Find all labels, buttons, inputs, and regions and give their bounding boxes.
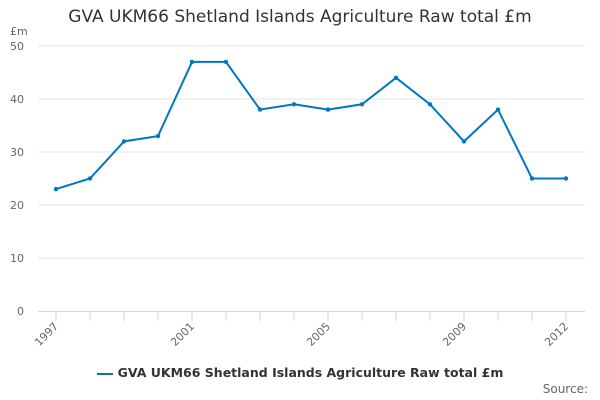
y-tick-label: 0 — [17, 305, 24, 318]
legend[interactable]: GVA UKM66 Shetland Islands Agriculture R… — [0, 365, 600, 380]
y-tick-label: 20 — [10, 199, 24, 212]
y-tick-label: 10 — [10, 252, 24, 265]
data-point — [427, 102, 433, 107]
data-point — [257, 107, 263, 112]
legend-label: GVA UKM66 Shetland Islands Agriculture R… — [117, 365, 504, 380]
data-point — [87, 176, 93, 181]
x-tick-label: 2012 — [542, 320, 571, 349]
data-point — [325, 107, 331, 112]
x-tick-label: 2009 — [440, 320, 469, 349]
x-tick-label: 2005 — [304, 320, 333, 349]
data-point — [53, 186, 59, 192]
data-point — [359, 102, 365, 107]
data-point — [223, 59, 229, 65]
series-line — [55, 60, 566, 191]
data-point — [461, 139, 467, 144]
source-label: Source: — [542, 382, 588, 396]
data-point — [189, 59, 195, 65]
data-point — [291, 102, 297, 107]
y-axis-label: £m — [10, 25, 28, 38]
y-tick-label: 40 — [10, 93, 24, 106]
data-point — [563, 176, 569, 181]
x-tick-label: 2001 — [168, 320, 197, 349]
y-tick-label: 30 — [10, 146, 24, 159]
x-tick-label: 1997 — [32, 320, 61, 349]
chart-title: GVA UKM66 Shetland Islands Agriculture R… — [68, 7, 532, 27]
legend-swatch — [96, 372, 113, 375]
data-point — [495, 107, 501, 112]
data-point — [529, 176, 535, 181]
data-point — [393, 75, 399, 81]
y-tick-label: 50 — [10, 40, 24, 53]
data-point — [155, 133, 161, 139]
data-point — [121, 139, 127, 144]
